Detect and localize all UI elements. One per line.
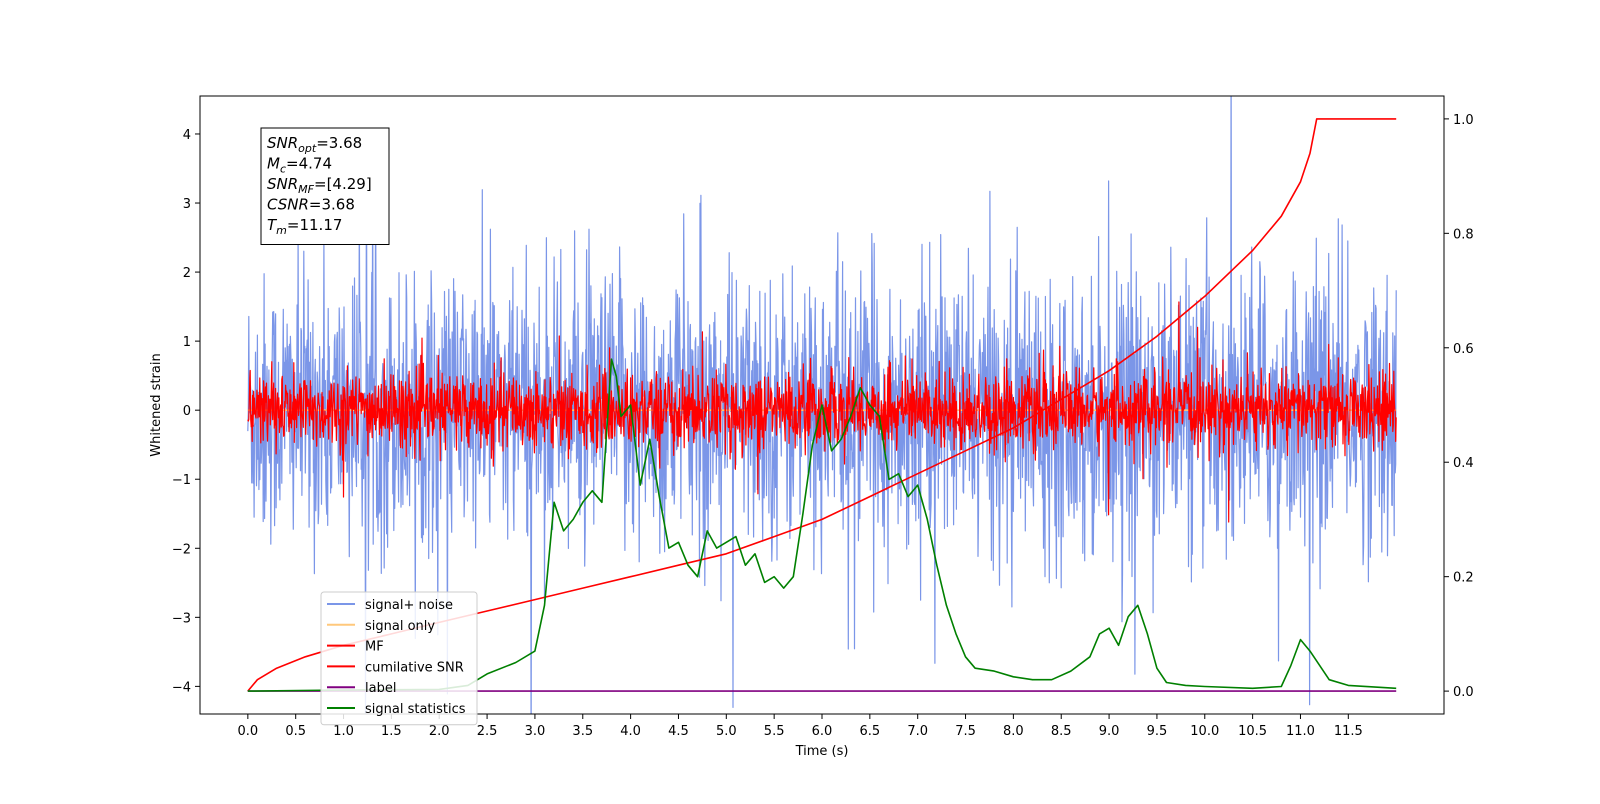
y-tick-label: −3	[172, 611, 191, 626]
annotation-box	[260, 127, 390, 245]
y-tick-label: 4	[183, 128, 191, 143]
x-tick-label: 7.5	[955, 724, 976, 739]
x-tick-label: 8.5	[1051, 724, 1072, 739]
y-tick-label: 1	[183, 335, 191, 350]
x-tick-label: 11.5	[1334, 724, 1363, 739]
legend: signal+ noise signal only MF cumilative SNR…	[320, 591, 478, 726]
annotation-line: Mc=4.74	[267, 155, 332, 176]
y-axis-label: Whitened strain	[149, 353, 164, 456]
x-axis-label: Time (s)	[795, 744, 849, 759]
x-tick-label: 1.0	[333, 724, 354, 739]
legend-label-series-signal-statistics: signal statistics	[365, 702, 466, 717]
y2-tick-label: 0.4	[1453, 456, 1474, 471]
legend-label-series-cumilative-snr: cumilative SNR	[365, 660, 464, 675]
x-axis: 0.0 0.5 1.0 1.5 2.0 2.5 3.0 3.5 4.0 4.5 5.0 5.5 6.0 6…	[238, 714, 1363, 739]
y2-tick-label: 0.8	[1453, 227, 1474, 242]
annotation-line: CSNR=3.68	[267, 196, 355, 214]
series-signal-statistics	[247, 358, 1397, 692]
x-tick-label: 9.0	[1099, 724, 1120, 739]
legend-label-series-signal-only: signal only	[365, 619, 435, 634]
x-tick-label: 0.0	[238, 724, 259, 739]
x-tick-label: 0.5	[285, 724, 306, 739]
y-tick-label: 0	[183, 404, 191, 419]
x-tick-label: 4.0	[620, 724, 641, 739]
x-tick-label: 2.5	[477, 724, 498, 739]
x-tick-label: 1.5	[381, 724, 402, 739]
y-tick-label: 3	[183, 197, 191, 212]
legend-label-series-signal-noise: signal+ noise	[365, 598, 453, 613]
y-tick-label: 2	[183, 266, 191, 281]
y2-tick-label: 0.6	[1453, 342, 1474, 357]
x-tick-label: 2.0	[429, 724, 450, 739]
x-tick-label: 11.0	[1286, 724, 1315, 739]
y-tick-label: −4	[172, 680, 191, 695]
x-tick-label: 3.0	[525, 724, 546, 739]
series-mf	[247, 301, 1397, 523]
y-tick-label: −1	[172, 473, 191, 488]
x-tick-label: 10.0	[1190, 724, 1219, 739]
series-signal-noise	[247, 96, 1397, 714]
x-tick-label: 8.0	[1003, 724, 1024, 739]
annotation-line: SNRMF=[4.29]	[267, 175, 372, 196]
x-tick-label: 6.0	[812, 724, 833, 739]
x-tick-label: 9.5	[1147, 724, 1168, 739]
x-tick-label: 10.5	[1238, 724, 1267, 739]
annotation-line: Tm=11.17	[267, 216, 342, 237]
y-axis-right: 1.0 0.8 0.6 0.4 0.2 0.0	[1444, 113, 1474, 700]
y-tick-label: −2	[172, 542, 191, 557]
legend-label-series-label: label	[365, 681, 396, 696]
x-tick-label: 6.5	[860, 724, 881, 739]
x-tick-label: 7.0	[907, 724, 928, 739]
x-tick-label: 4.5	[668, 724, 689, 739]
x-tick-label: 5.5	[764, 724, 785, 739]
legend-label-series-mf: MF	[365, 640, 384, 655]
y2-tick-label: 0.0	[1453, 685, 1474, 700]
y2-tick-label: 1.0	[1453, 113, 1474, 128]
y2-tick-label: 0.2	[1453, 571, 1474, 586]
legend-box	[320, 591, 478, 726]
x-tick-label: 5.0	[716, 724, 737, 739]
x-tick-label: 3.5	[572, 724, 593, 739]
annotation-line: SNRopt=3.68	[267, 134, 362, 155]
y-axis-left: 4 3 2 1 0 −1 −2 −3 −4	[172, 128, 200, 695]
